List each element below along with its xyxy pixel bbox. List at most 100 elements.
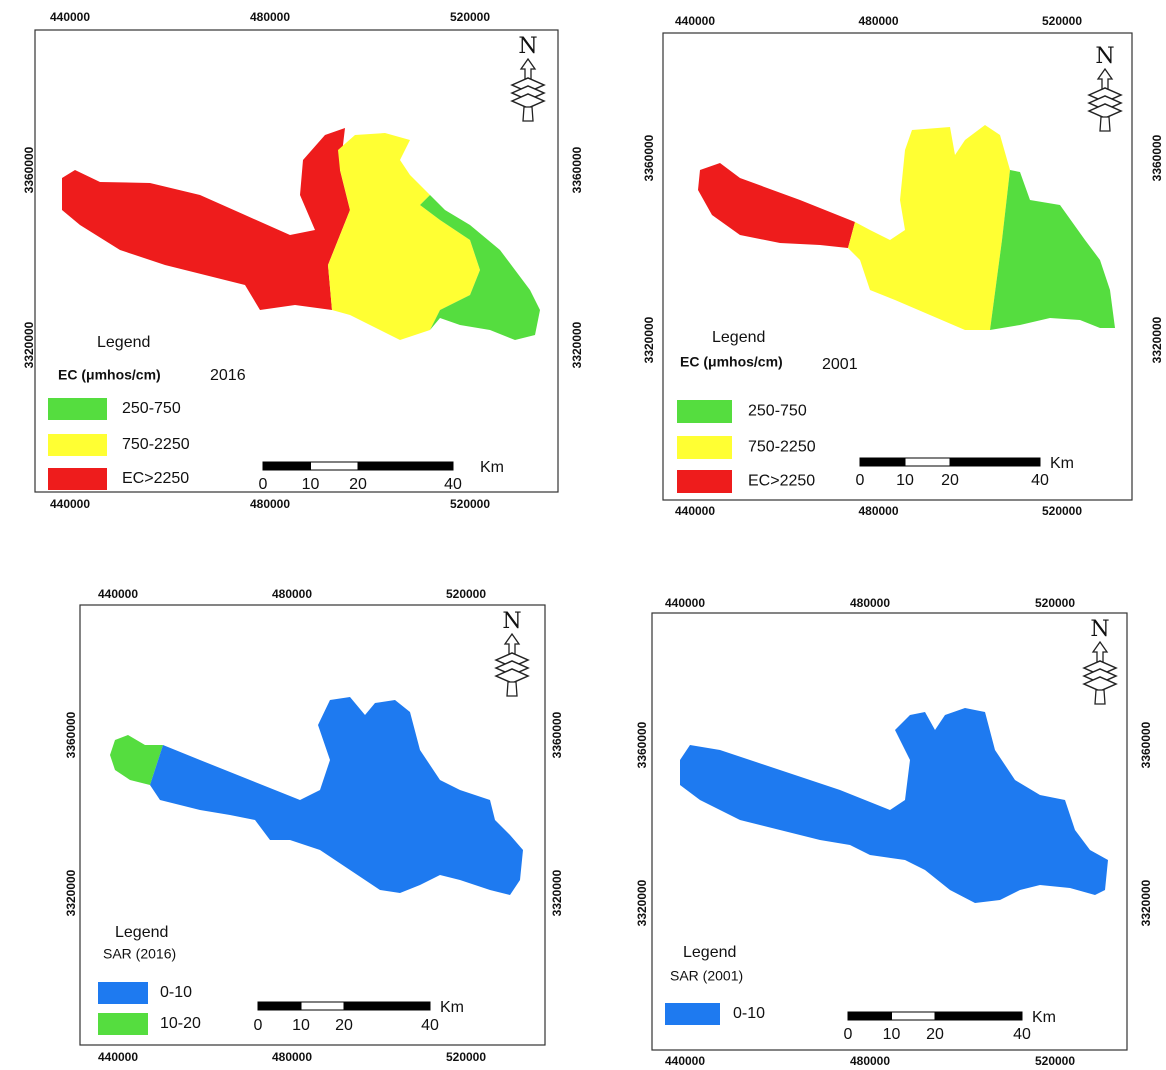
legend-subtitle: EC (μmhos/cm) xyxy=(680,354,783,370)
legend-swatch xyxy=(665,1003,720,1025)
legend-swatch xyxy=(48,434,107,456)
map-region xyxy=(328,133,480,340)
legend-year: 2016 xyxy=(210,367,246,384)
x-coord-top: 480000 xyxy=(850,596,890,610)
scale-label: 0 xyxy=(259,476,268,493)
legend-title: Legend xyxy=(683,944,736,961)
map-region xyxy=(680,708,1108,903)
legend-swatch xyxy=(98,1013,148,1035)
north-stem xyxy=(522,106,534,122)
x-coord-top: 440000 xyxy=(50,10,90,24)
x-coord-bottom: 480000 xyxy=(858,504,898,518)
map-region xyxy=(150,697,523,895)
y-coord-right: 3320000 xyxy=(1150,316,1164,363)
legend-label: 250-750 xyxy=(748,403,807,420)
map-region xyxy=(420,195,540,340)
scale-label: 40 xyxy=(444,476,462,493)
scale-unit: Km xyxy=(1032,1009,1056,1026)
scale-unit: Km xyxy=(440,999,464,1016)
x-coord-bottom: 520000 xyxy=(450,497,490,511)
legend-label: 750-2250 xyxy=(122,436,190,453)
legend-label: 0-10 xyxy=(160,984,192,1001)
scale-segment xyxy=(847,1011,892,1021)
map-panel: 440000 440000 480000 480000 520000 520000 3360… xyxy=(642,14,1164,518)
legend-label: EC>2250 xyxy=(122,470,189,487)
y-coord-right: 3320000 xyxy=(570,321,584,368)
scale-segment xyxy=(904,457,951,467)
map-region xyxy=(698,163,855,248)
x-coord-bottom: 440000 xyxy=(665,1054,705,1068)
map-panel: 440000 440000 480000 480000 520000 520000 3360… xyxy=(64,587,564,1064)
scale-label: 20 xyxy=(926,1026,944,1043)
scale-segment xyxy=(949,457,1041,467)
scale-segment xyxy=(934,1011,1023,1021)
north-label: N xyxy=(502,609,521,634)
scale-segment xyxy=(310,461,359,471)
legend-label: 750-2250 xyxy=(748,439,816,456)
legend-swatch xyxy=(677,400,732,423)
scale-label: 10 xyxy=(883,1026,901,1043)
scale-label: 40 xyxy=(1031,472,1049,489)
legend-swatch xyxy=(48,398,107,420)
x-coord-bottom: 520000 xyxy=(1035,1054,1075,1068)
x-coord-top: 480000 xyxy=(250,10,290,24)
scale-segment xyxy=(300,1001,345,1011)
scale-label: 40 xyxy=(421,1017,439,1034)
map-panel: 440000 440000 480000 480000 520000 520000 3360… xyxy=(635,596,1153,1068)
x-coord-bottom: 480000 xyxy=(250,497,290,511)
scale-label: 40 xyxy=(1013,1026,1031,1043)
legend-subtitle: SAR (2016) xyxy=(103,946,176,962)
y-coord-right: 3320000 xyxy=(550,869,564,916)
north-label: N xyxy=(1095,44,1114,69)
north-stem xyxy=(506,681,518,697)
y-coord-left: 3320000 xyxy=(64,869,78,916)
scale-label: 0 xyxy=(844,1026,853,1043)
legend-subtitle: SAR (2001) xyxy=(670,968,743,984)
map-region xyxy=(62,128,350,310)
scale-label: 10 xyxy=(896,472,914,489)
x-coord-bottom: 520000 xyxy=(1042,504,1082,518)
x-coord-bottom: 440000 xyxy=(98,1050,138,1064)
x-coord-top: 520000 xyxy=(446,587,486,601)
scale-segment xyxy=(859,457,906,467)
scale-label: 0 xyxy=(254,1017,263,1034)
legend-label: EC>2250 xyxy=(748,473,815,490)
y-coord-left: 3360000 xyxy=(64,711,78,758)
north-stem xyxy=(1099,116,1111,132)
scale-unit: Km xyxy=(1050,455,1074,472)
legend-swatch xyxy=(98,982,148,1004)
y-coord-right: 3320000 xyxy=(1139,879,1153,926)
x-coord-bottom: 520000 xyxy=(446,1050,486,1064)
scale-label: 20 xyxy=(335,1017,353,1034)
map-region xyxy=(990,170,1115,330)
scale-segment xyxy=(357,461,454,471)
scale-segment xyxy=(343,1001,431,1011)
scale-label: 10 xyxy=(302,476,320,493)
north-layer xyxy=(1087,103,1123,119)
x-coord-top: 440000 xyxy=(98,587,138,601)
legend-swatch xyxy=(48,468,107,490)
x-coord-bottom: 480000 xyxy=(272,1050,312,1064)
x-coord-top: 480000 xyxy=(272,587,312,601)
north-label: N xyxy=(1090,617,1109,642)
y-coord-left: 3320000 xyxy=(22,321,36,368)
legend-subtitle: EC (μmhos/cm) xyxy=(58,367,161,383)
scale-unit: Km xyxy=(480,459,504,476)
scale-segment xyxy=(891,1011,936,1021)
scale-label: 20 xyxy=(941,472,959,489)
legend-label: 0-10 xyxy=(733,1005,765,1022)
y-coord-left: 3360000 xyxy=(642,134,656,181)
y-coord-left: 3360000 xyxy=(22,146,36,193)
x-coord-top: 440000 xyxy=(675,14,715,28)
x-coord-bottom: 440000 xyxy=(50,497,90,511)
scale-label: 20 xyxy=(349,476,367,493)
north-layer xyxy=(510,93,546,109)
y-coord-left: 3320000 xyxy=(642,316,656,363)
x-coord-top: 520000 xyxy=(450,10,490,24)
legend-label: 250-750 xyxy=(122,400,181,417)
y-coord-right: 3360000 xyxy=(570,146,584,193)
x-coord-top: 520000 xyxy=(1042,14,1082,28)
legend-title: Legend xyxy=(712,329,765,346)
y-coord-left: 3320000 xyxy=(635,879,649,926)
